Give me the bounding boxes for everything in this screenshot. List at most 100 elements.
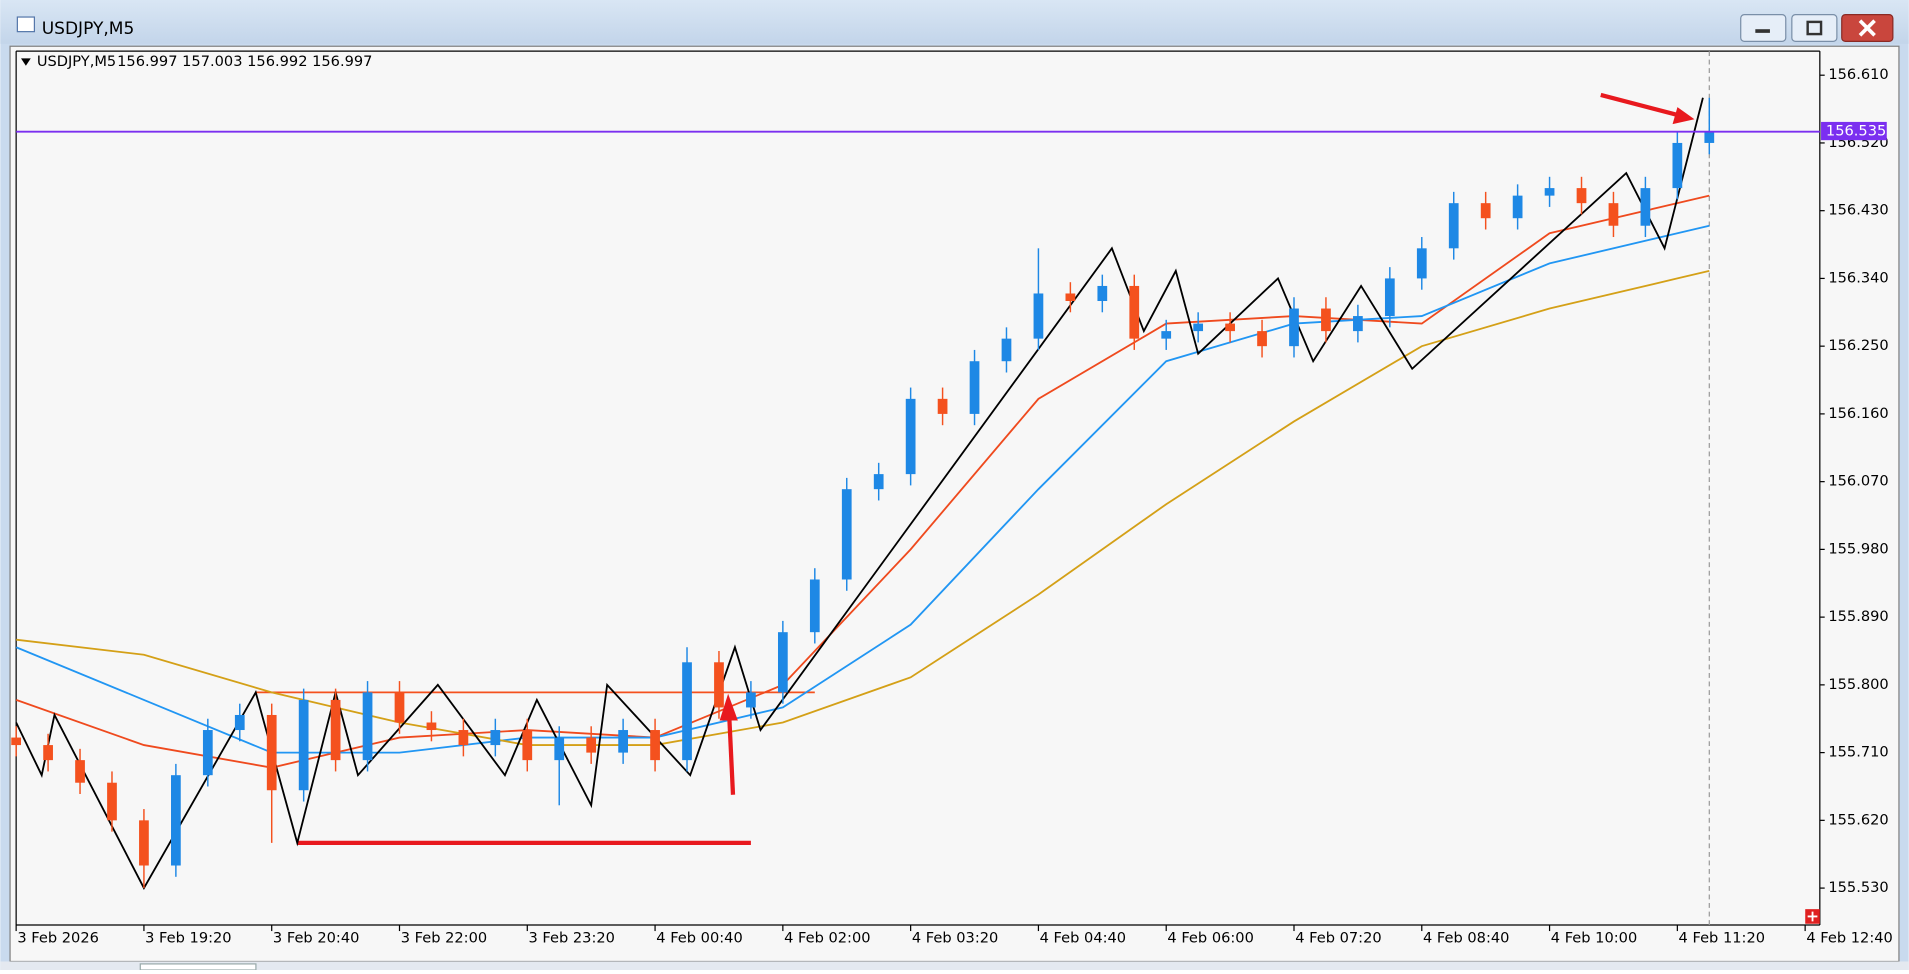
candle-body: [905, 398, 916, 475]
candle-body: [1448, 203, 1459, 249]
candle-body: [298, 699, 309, 791]
candle-body: [554, 737, 565, 761]
candle-body: [1193, 323, 1204, 332]
candle-body: [746, 692, 756, 708]
x-tick-label: 4 Feb 12:40: [1806, 929, 1892, 946]
maximize-button[interactable]: [1791, 13, 1838, 42]
x-tick-label: 4 Feb 04:40: [1040, 929, 1126, 946]
candle-body: [777, 632, 788, 693]
y-tick-label: 155.890: [1828, 608, 1888, 625]
candle-body: [841, 489, 852, 580]
annotation-arrow: [727, 717, 736, 795]
candle-body: [1416, 248, 1427, 279]
candle-body: [714, 662, 724, 708]
candle-body: [586, 737, 597, 753]
candle-body: [171, 775, 181, 866]
candle-body: [618, 730, 628, 753]
y-tick-label: 155.980: [1828, 540, 1888, 557]
title-bar: [0, 0, 1909, 44]
x-tick-label: 4 Feb 07:20: [1295, 929, 1381, 946]
x-tick-label: 3 Feb 2026: [17, 929, 99, 946]
add-icon: [1807, 911, 1818, 922]
candle-body: [11, 737, 22, 746]
candle-body: [139, 820, 149, 866]
y-tick-label: 156.160: [1828, 405, 1888, 422]
candle-body: [1353, 316, 1363, 332]
x-tick-label: 3 Feb 20:40: [273, 929, 359, 946]
candle-body: [202, 730, 213, 776]
candle-body: [969, 361, 980, 414]
y-tick-label: 156.340: [1828, 269, 1888, 286]
candle-body: [490, 730, 501, 746]
candle-body: [1065, 293, 1076, 302]
y-tick-label: 155.530: [1828, 879, 1888, 896]
candle-body: [1576, 188, 1587, 204]
candle-body: [1033, 293, 1044, 339]
candle-body: [426, 722, 437, 731]
candle-body: [1704, 131, 1715, 143]
window-icon: [16, 16, 36, 33]
minimize-button[interactable]: [1740, 13, 1787, 42]
candle-body: [650, 730, 660, 761]
info-toggle[interactable]: [21, 58, 31, 66]
candle-body: [1512, 195, 1523, 219]
candle-body: [1289, 308, 1299, 347]
candle-body: [1640, 188, 1651, 226]
annotation-arrow: [1600, 92, 1681, 118]
y-tick-label: 155.710: [1828, 744, 1888, 761]
annotation-arrowhead: [1672, 107, 1695, 125]
x-tick-label: 4 Feb 02:00: [784, 929, 870, 946]
x-tick-label: 4 Feb 08:40: [1423, 929, 1509, 946]
candle-body: [937, 398, 948, 414]
candle-body: [682, 662, 692, 761]
tab[interactable]: [139, 963, 257, 971]
candle-body: [1001, 338, 1012, 362]
x-tick-label: 4 Feb 10:00: [1551, 929, 1637, 946]
candle-body: [234, 714, 245, 731]
candle-body: [1257, 331, 1267, 347]
candle-body: [330, 699, 341, 761]
candle-body: [107, 782, 117, 821]
annotation-arrowhead: [719, 693, 738, 721]
minimize-icon: [1755, 29, 1770, 33]
candle-body: [394, 692, 405, 723]
candle-body: [1097, 285, 1108, 302]
candle-body: [809, 579, 820, 633]
y-tick-label: 156.070: [1828, 473, 1888, 490]
close-icon: [1858, 19, 1876, 37]
price-label-box: [1821, 121, 1887, 141]
candle-body: [1129, 285, 1140, 339]
y-tick-label: 155.800: [1828, 676, 1888, 693]
y-tick-label: 156.610: [1828, 66, 1888, 83]
x-tick-label: 3 Feb 23:20: [529, 929, 615, 946]
candle-body: [458, 730, 469, 746]
tab-bar: [0, 961, 1909, 970]
indicator-line: [15, 194, 1710, 769]
x-tick-label: 3 Feb 22:00: [401, 929, 487, 946]
candle-body: [1672, 142, 1683, 189]
x-tick-label: 4 Feb 03:20: [912, 929, 998, 946]
x-tick-label: 4 Feb 06:00: [1167, 929, 1253, 946]
candle-body: [1225, 323, 1235, 332]
indicator-line: [16, 270, 1710, 746]
price-label: 156.535: [1826, 123, 1886, 140]
candle-body: [75, 760, 85, 783]
x-tick-label: 3 Feb 19:20: [145, 929, 231, 946]
y-tick-label: 155.620: [1828, 811, 1888, 828]
window-title: USDJPY,M5: [42, 19, 135, 39]
candle-body: [1544, 188, 1555, 196]
ohlc-info: 156.997 157.003 156.992 156.997: [117, 53, 372, 70]
candle-body: [1321, 308, 1331, 332]
candle-body: [1608, 203, 1619, 226]
candle-body: [362, 692, 373, 761]
maximize-icon: [1806, 20, 1823, 36]
symbol-info: USDJPY,M5: [37, 53, 116, 70]
y-tick-label: 156.250: [1828, 337, 1888, 354]
candle-body: [266, 714, 277, 791]
candle-body: [1161, 331, 1172, 339]
y-tick-label: 156.430: [1828, 202, 1888, 219]
candle-body: [43, 745, 53, 761]
candle-body: [873, 474, 884, 490]
